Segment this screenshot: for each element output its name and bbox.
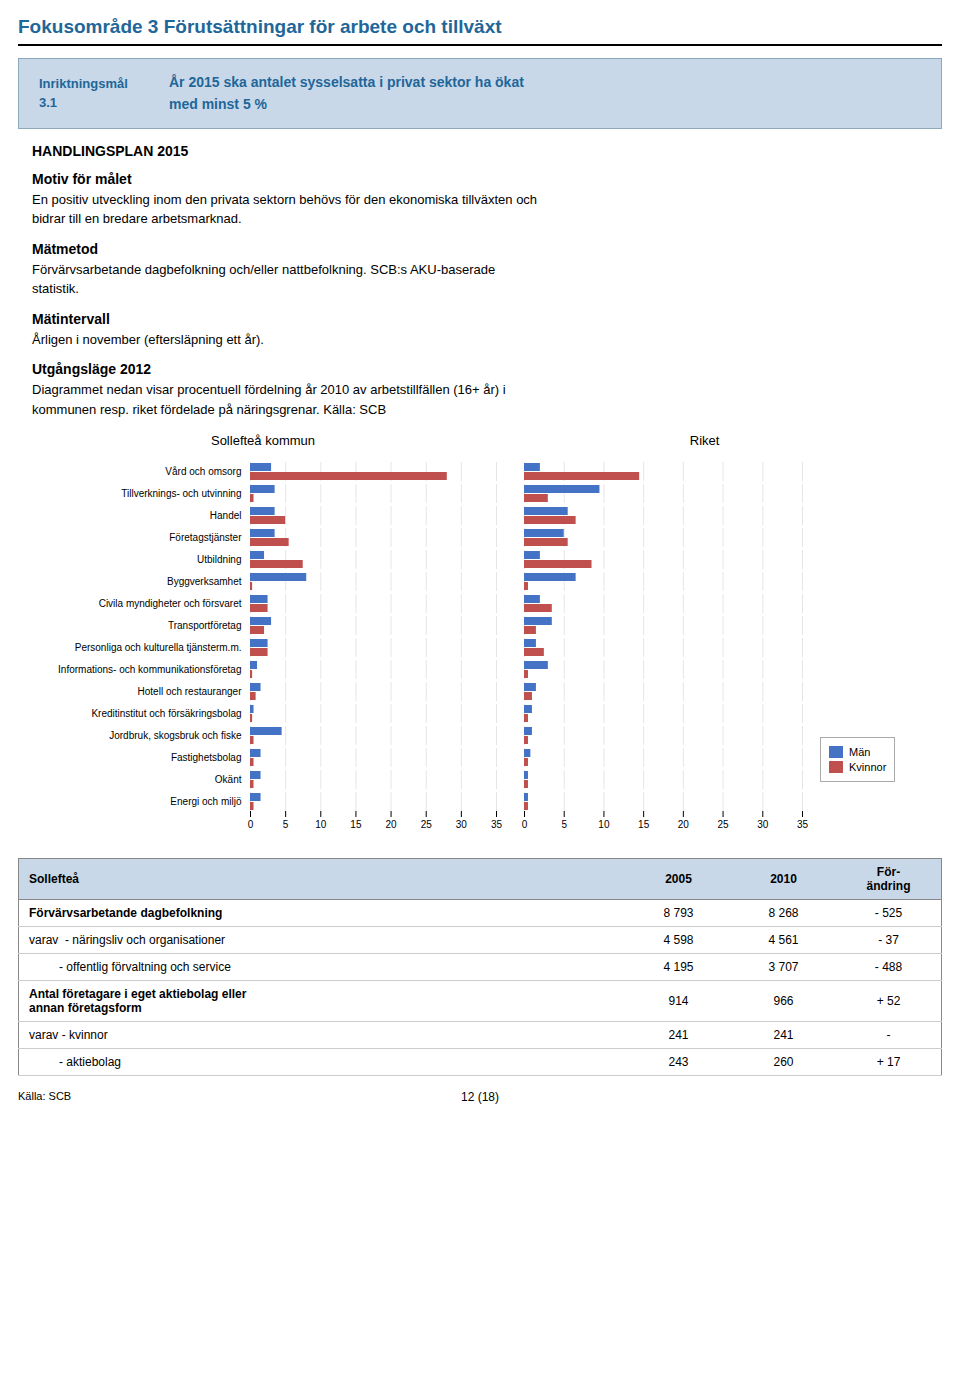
svg-text:35: 35 xyxy=(797,819,809,830)
html-text:4 598: 4 598 xyxy=(663,933,694,948)
svg-text:5: 5 xyxy=(283,819,289,830)
html-text:Utgångsläge 2012: Utgångsläge 2012 xyxy=(32,361,152,378)
html-text:Diagrammet nedan visar procent: Diagrammet nedan visar procentuell förde… xyxy=(32,382,506,417)
html-text:För- ändring: För- ändring xyxy=(866,865,911,894)
svg-text:Jordbruk, skogsbruk och fiske: Jordbruk, skogsbruk och fiske xyxy=(109,730,242,741)
html-text:2010: 2010 xyxy=(770,872,797,887)
html-text:Riket: Riket xyxy=(689,433,720,449)
html-text:varav - näringsliv och organis: varav - näringsliv och organisationer xyxy=(29,933,226,948)
html-text:År 2015 ska antalet sysselsatt: År 2015 ska antalet sysselsatta i privat… xyxy=(169,74,524,113)
svg-text:20: 20 xyxy=(678,819,690,830)
html-text:En positiv utveckling inom den: En positiv utveckling inom den privata s… xyxy=(32,191,538,227)
html-text:+ 52: + 52 xyxy=(876,994,901,1009)
html-text:Inriktningsmål: Inriktningsmål xyxy=(39,75,128,91)
svg-text:Personliga och kulturella tjän: Personliga och kulturella tjänsterm.m. xyxy=(75,642,242,653)
svg-text:25: 25 xyxy=(421,819,433,830)
svg-text:35: 35 xyxy=(491,819,503,830)
svg-text:Civila myndigheter och försvar: Civila myndigheter och försvaret xyxy=(99,598,242,609)
svg-text:10: 10 xyxy=(598,819,610,830)
html-text:966: 966 xyxy=(773,994,794,1009)
html-text:2005: 2005 xyxy=(665,872,692,887)
svg-text:Transportföretag: Transportföretag xyxy=(168,620,242,631)
html-text:Förvärvsarbetande dagbefolknin: Förvärvsarbetande dagbefolkning och/elle… xyxy=(32,261,496,297)
html-text:Källa: SCB: Källa: SCB xyxy=(18,1090,72,1103)
html-text:4 195: 4 195 xyxy=(663,960,694,975)
html-text:- 525: - 525 xyxy=(874,906,903,921)
html-text:4 561: 4 561 xyxy=(768,933,799,948)
html-text:- aktiebolag: - aktiebolag xyxy=(29,1055,121,1070)
html-text:- 488: - 488 xyxy=(874,960,903,975)
html-text:12 (18): 12 (18) xyxy=(461,1090,499,1105)
html-text:- offentlig förvaltning och se: - offentlig förvaltning och service xyxy=(29,960,231,975)
svg-text:Tillverknings- och utvinning: Tillverknings- och utvinning xyxy=(121,488,241,499)
html-text:- 37: - 37 xyxy=(878,933,899,948)
html-text:Kvinnor: Kvinnor xyxy=(849,761,887,774)
svg-text:5: 5 xyxy=(561,819,567,830)
html-text:Antal företagare i eget aktieb: Antal företagare i eget aktiebolag eller… xyxy=(29,987,247,1016)
html-text:3.1: 3.1 xyxy=(39,95,58,111)
html-text:Årligen i november (eftersläpn: Årligen i november (eftersläpning ett år… xyxy=(32,331,264,347)
html-text:Förvärvsarbetande dagbefolknin: Förvärvsarbetande dagbefolkning xyxy=(29,906,223,921)
svg-text:15: 15 xyxy=(350,819,362,830)
html-text:Mätmetod: Mätmetod xyxy=(32,240,99,257)
html-text:260: 260 xyxy=(773,1055,794,1070)
svg-text:15: 15 xyxy=(638,819,650,830)
svg-text:Utbildning: Utbildning xyxy=(197,554,241,565)
html-text:varav - kvinnor: varav - kvinnor xyxy=(29,1028,108,1043)
html-text:Sollefteå: Sollefteå xyxy=(29,872,79,887)
svg-text:Informations- och kommunikatio: Informations- och kommunikationsföretag xyxy=(58,664,241,675)
svg-text:10: 10 xyxy=(315,819,327,830)
svg-text:Fastighetsbolag: Fastighetsbolag xyxy=(171,752,242,763)
html-text:3 707: 3 707 xyxy=(768,960,799,975)
html-text:HANDLINGSPLAN 2015: HANDLINGSPLAN 2015 xyxy=(32,142,189,159)
svg-text:Vård och omsorg: Vård och omsorg xyxy=(165,466,241,477)
svg-text:0: 0 xyxy=(522,819,528,830)
html-text:914: 914 xyxy=(668,994,689,1009)
svg-text:Handel: Handel xyxy=(210,510,242,521)
html-text:+ 17: + 17 xyxy=(876,1055,901,1070)
svg-text:Okänt: Okänt xyxy=(215,774,242,785)
html-text:Sollefteå kommun: Sollefteå kommun xyxy=(211,433,315,449)
html-text:Fokusområde 3 Förutsättningar: Fokusområde 3 Förutsättningar för arbete… xyxy=(18,16,502,37)
svg-text:Företagstjänster: Företagstjänster xyxy=(169,532,242,543)
svg-text:25: 25 xyxy=(718,819,730,830)
svg-text:Energi och miljö: Energi och miljö xyxy=(170,796,242,807)
svg-text:0: 0 xyxy=(248,819,254,830)
svg-text:20: 20 xyxy=(386,819,398,830)
svg-text:Hotell och restauranger: Hotell och restauranger xyxy=(138,686,243,697)
svg-text:Kreditinstitut och försäkrings: Kreditinstitut och försäkringsbolag xyxy=(91,708,241,719)
html-text:Män: Män xyxy=(849,746,871,759)
html-text:8 793: 8 793 xyxy=(663,906,694,921)
html-text:Motiv för målet: Motiv för målet xyxy=(32,170,132,187)
html-text:8 268: 8 268 xyxy=(768,906,799,921)
html-text:241: 241 xyxy=(773,1028,794,1043)
html-text:Mätintervall: Mätintervall xyxy=(32,310,110,327)
html-text:243: 243 xyxy=(668,1055,689,1070)
svg-text:30: 30 xyxy=(757,819,769,830)
html-text:241: 241 xyxy=(668,1028,689,1043)
svg-text:Byggverksamhet: Byggverksamhet xyxy=(167,576,242,587)
svg-text:30: 30 xyxy=(456,819,468,830)
